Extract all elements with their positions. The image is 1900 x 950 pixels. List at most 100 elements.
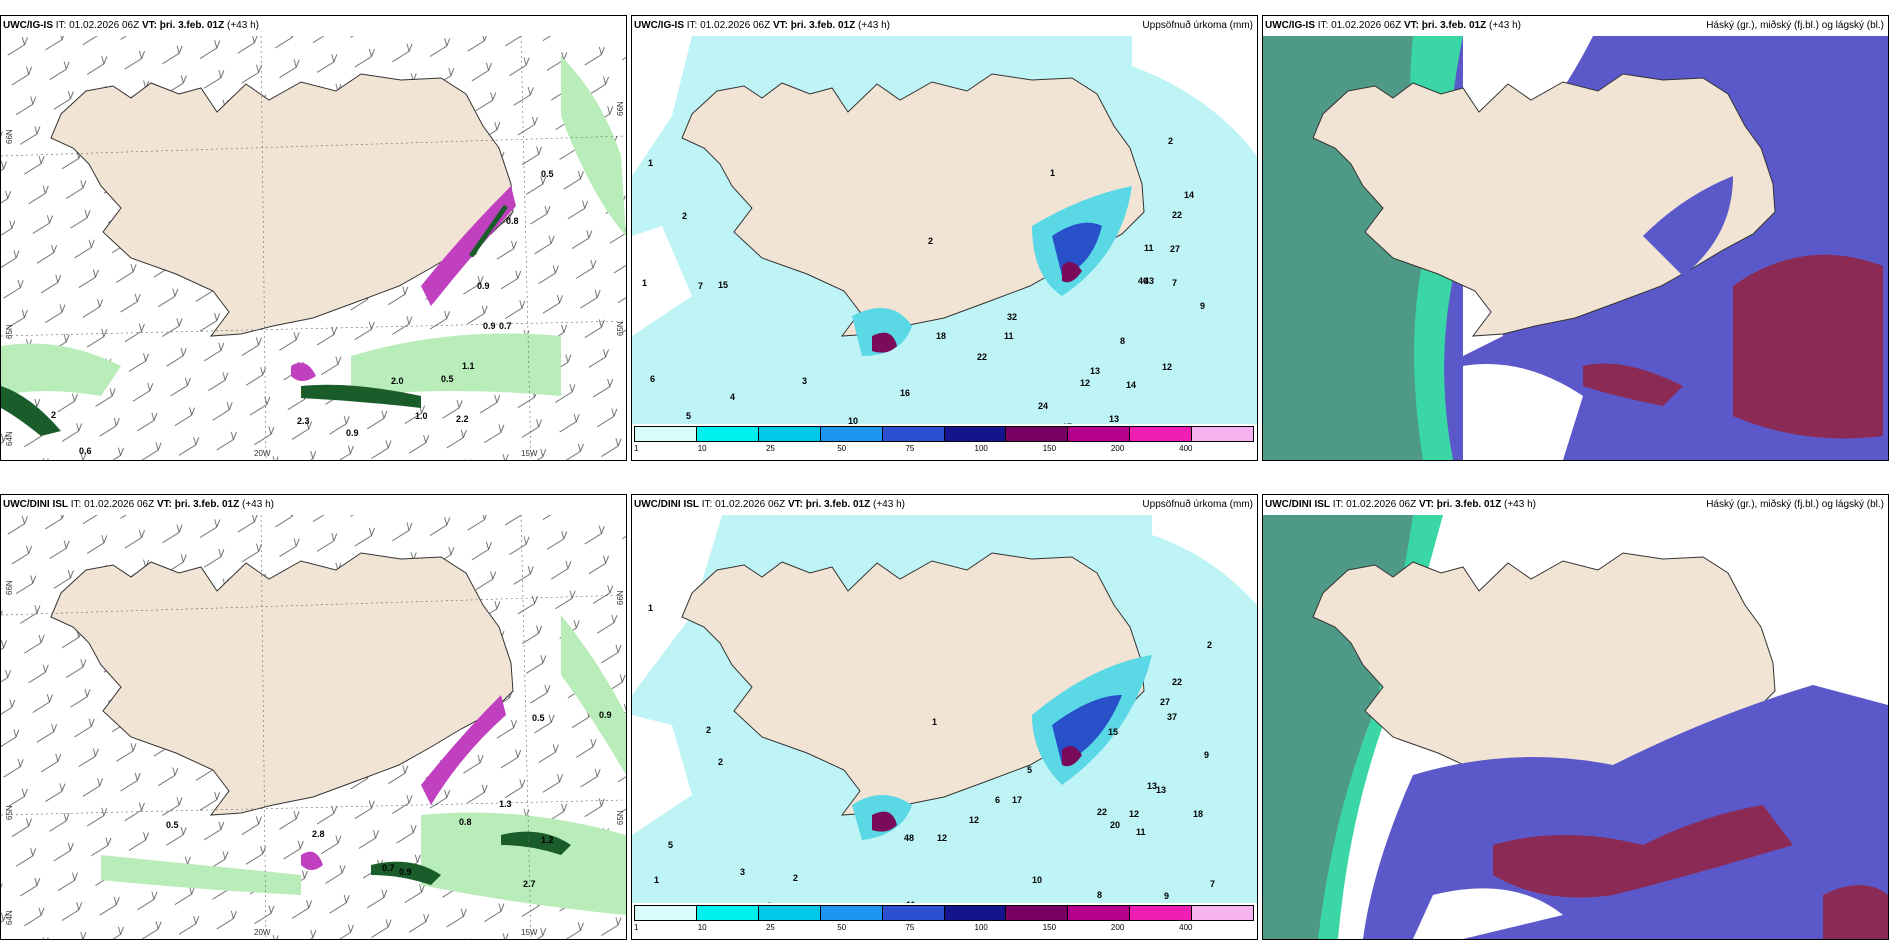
colorbar-swatch (696, 906, 759, 920)
colorbar-swatch (696, 427, 759, 441)
lon-label: 15W (521, 449, 538, 458)
cloud-map-graphic (1263, 515, 1888, 939)
lead-time: (+43 h) (1489, 20, 1521, 31)
panel-header: UWC/IG-IS IT: 01.02.2026 06Z VT: þri. 3.… (632, 16, 1257, 36)
precip-label: 14 (1184, 190, 1195, 200)
precip-map-graphic (632, 515, 1257, 939)
lat-label: 66N (616, 101, 625, 116)
lat-label: 64N (5, 431, 14, 446)
wind-label: 0.5 (532, 713, 545, 723)
colorbar-tick: 1 (634, 923, 639, 932)
vt-value: þri. 3.feb. 01Z (174, 499, 240, 510)
wind-label: 0.8 (506, 216, 519, 226)
wind-label: 1.2 (541, 835, 554, 845)
precip-label: 24 (1038, 401, 1049, 411)
wind-label: 0.9 (483, 321, 496, 331)
precip-map (632, 515, 1257, 939)
colorbar-swatch (1006, 906, 1069, 920)
lat-label: 65N (616, 321, 625, 336)
colorbar-swatch (758, 906, 821, 920)
panel-bottom-cloud: UWC/DINI ISL IT: 01.02.2026 06Z VT: þri.… (1262, 494, 1889, 940)
precip-label: 27 (1160, 697, 1171, 707)
panel-title: Háský (gr.), miðský (fj.bl.) og lágský (… (1706, 499, 1884, 510)
lead-time: (+43 h) (242, 499, 274, 510)
lat-label: 66N (5, 580, 14, 595)
vt-value: þri. 3.feb. 01Z (1436, 499, 1502, 510)
lead-time: (+43 h) (227, 20, 259, 31)
model-name: UWC/IG-IS (634, 20, 684, 31)
lead-time: (+43 h) (1504, 499, 1536, 510)
lat-label: 64N (5, 910, 14, 925)
colorbar-tick: 150 (1042, 444, 1057, 453)
colorbar-swatch (635, 427, 697, 441)
lead-time: (+43 h) (858, 20, 890, 31)
lon-label: 20W (254, 449, 271, 458)
colorbar-swatch (944, 906, 1007, 920)
wind-label: 0.9 (599, 710, 612, 720)
precip-label: 1 (1050, 168, 1056, 178)
precip-label: 3 (802, 376, 808, 386)
precip-label: 10 (848, 416, 859, 426)
colorbar-swatch (820, 906, 883, 920)
colorbar-tick: 10 (697, 923, 707, 932)
colorbar-tick: 400 (1179, 923, 1193, 932)
model-name: UWC/DINI ISL (3, 499, 68, 510)
precip-label: 17 (1012, 795, 1023, 805)
colorbar-swatch (944, 427, 1007, 441)
wind-label: 2.7 (523, 879, 536, 889)
lon-label: 20W (254, 928, 271, 937)
it-label: IT: (1317, 20, 1329, 31)
vt-label: VT: (1418, 499, 1434, 510)
lat-label: 65N (5, 324, 14, 339)
wind-label: 1.0 (415, 411, 428, 421)
colorbar-tick: 25 (765, 923, 775, 932)
colorbar-tick: 400 (1179, 444, 1193, 453)
precip-label: 13 (1147, 781, 1158, 791)
colorbar-swatch (820, 427, 883, 441)
colorbar-tick: 100 (974, 444, 988, 453)
precip-label: 8 (1097, 890, 1103, 900)
precip-label: 2 (928, 236, 934, 246)
vt-label: VT: (156, 499, 172, 510)
panel-top-cloud: UWC/IG-IS IT: 01.02.2026 06Z VT: þri. 3.… (1262, 15, 1889, 461)
panel-header: UWC/DINI ISL IT: 01.02.2026 06Z VT: þri.… (1263, 495, 1888, 515)
precip-label: 12 (1162, 362, 1173, 372)
panel-header: UWC/DINI ISL IT: 01.02.2026 06Z VT: þri.… (632, 495, 1257, 515)
colorbar-swatches (634, 426, 1254, 442)
precip-label: 14 (1126, 380, 1137, 390)
wind-label: 2.0 (391, 376, 404, 386)
panel-header: UWC/DINI ISL IT: 01.02.2026 06Z VT: þri.… (1, 495, 626, 515)
it-value: 01.02.2026 06Z (715, 499, 786, 510)
precip-label: 8 (1120, 336, 1126, 346)
precip-label: 48 (904, 833, 915, 843)
precip-label: 1 (654, 875, 660, 885)
precip-label: 32 (1007, 312, 1018, 322)
wind-label: 0.8 (459, 817, 472, 827)
colorbar-swatches (634, 905, 1254, 921)
vt-label: VT: (787, 499, 803, 510)
precip-label: 4 (730, 392, 736, 402)
precip-label: 13 (1109, 414, 1120, 424)
precip-label: 3 (740, 867, 746, 877)
precip-label: 43 (1144, 276, 1155, 286)
precip-label: 22 (1097, 807, 1108, 817)
precip-label: 7 (1172, 278, 1178, 288)
precip-label: 7 (698, 281, 704, 291)
precip-label: 6 (650, 374, 656, 384)
wind-label: 0.5 (541, 169, 554, 179)
it-label: IT: (701, 499, 713, 510)
precip-label: 2 (1168, 136, 1174, 146)
it-value: 01.02.2026 06Z (700, 20, 771, 31)
it-label: IT: (70, 499, 82, 510)
cloud-map-graphic (1263, 36, 1888, 460)
it-value: 01.02.2026 06Z (69, 20, 140, 31)
precip-label: 11 (1136, 827, 1146, 837)
panel-title: Uppsöfnuð úrkoma (mm) (1142, 499, 1253, 510)
colorbar-swatch (758, 427, 821, 441)
lat-label: 66N (616, 590, 625, 605)
colorbar-tick: 75 (905, 444, 915, 453)
precip-label: 18 (1193, 809, 1204, 819)
it-value: 01.02.2026 06Z (1346, 499, 1417, 510)
precip-label: 11 (1004, 331, 1014, 341)
colorbar-swatch (1130, 427, 1193, 441)
